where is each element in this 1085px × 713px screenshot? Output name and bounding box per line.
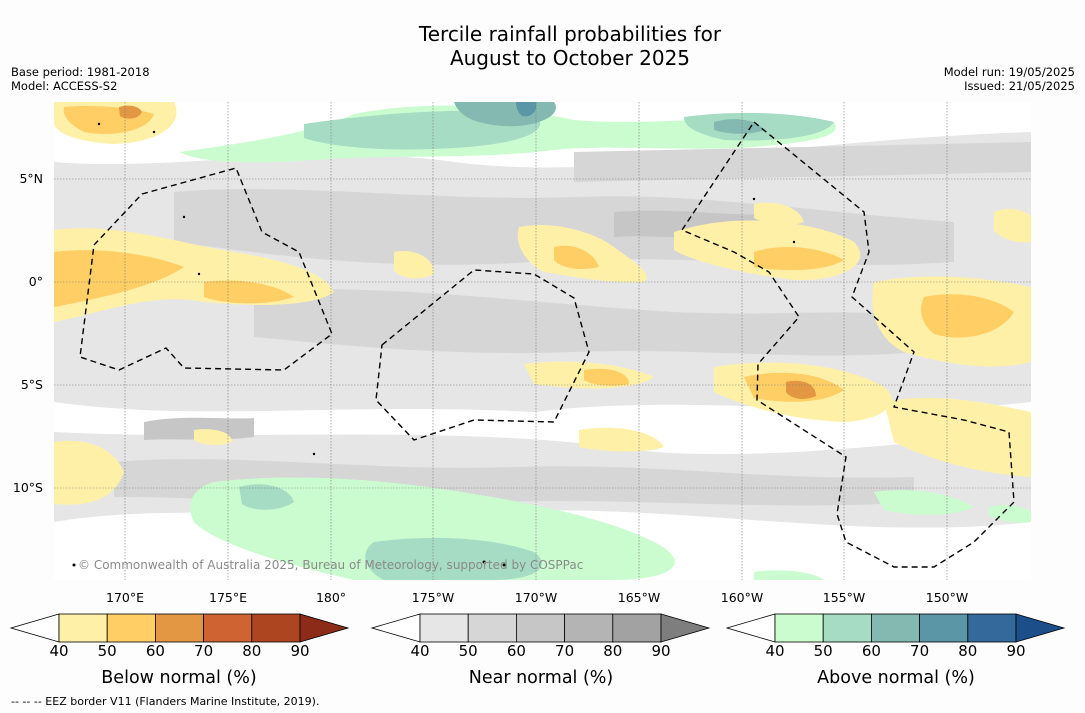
model-name: Model: ACCESS-S2 — [11, 79, 118, 93]
copyright-credit: © Commonwealth of Australia 2025, Bureau… — [78, 558, 584, 572]
lon-label-165w: 165°W — [617, 590, 661, 605]
near-normal-tick-label: 50 — [458, 642, 478, 660]
near-normal-segment — [660, 613, 711, 643]
lon-label-175w: 175°W — [411, 590, 455, 605]
meta-right: Model run: 19/05/2025 Issued: 21/05/2025 — [944, 65, 1075, 93]
below-normal-tick-label: 80 — [242, 642, 262, 660]
above-normal-tick-label: 70 — [910, 642, 930, 660]
map-svg — [54, 102, 1031, 580]
lon-label-180: 180° — [315, 590, 347, 605]
lat-label-10s: 10°S — [12, 480, 43, 495]
above-normal-tick-label: 40 — [765, 642, 785, 660]
near-normal-segment — [516, 613, 566, 643]
lon-label-170w: 170°W — [514, 590, 558, 605]
below-normal-segment — [154, 613, 204, 643]
near-normal-tick-label: 60 — [506, 642, 526, 660]
near-normal-segment — [564, 613, 614, 643]
near-normal-colorbar — [370, 613, 711, 643]
below-normal-tick-label: 90 — [290, 642, 310, 660]
above-normal-tick-label: 80 — [958, 642, 978, 660]
title-line-1: Tercile rainfall probabilities for — [418, 22, 722, 46]
above-normal-segment — [822, 613, 872, 643]
below-normal-segment — [203, 613, 253, 643]
near-normal-segment — [612, 613, 662, 643]
above-normal-segment — [871, 613, 921, 643]
below-normal-tick-label: 50 — [97, 642, 117, 660]
above-normal-lower-extend — [725, 613, 776, 643]
base-period: Base period: 1981-2018 — [11, 65, 150, 79]
below-normal-tick-label: 60 — [145, 642, 165, 660]
map-title: Tercile rainfall probabilities for Augus… — [0, 22, 1085, 70]
below-normal-tick-label: 40 — [49, 642, 69, 660]
near-normal-title: Near normal (%) — [468, 668, 614, 688]
above-normal-colorbar — [725, 613, 1066, 643]
lat-label-0: 0° — [28, 274, 43, 289]
below-normal-segment — [251, 613, 301, 643]
above-normal-segment — [1015, 613, 1066, 643]
below-normal-colorbar — [9, 613, 350, 643]
colorbars-svg — [9, 613, 1066, 643]
lon-label-155w: 155°W — [822, 590, 866, 605]
map-panel — [54, 102, 1031, 580]
title-line-2: August to October 2025 — [449, 46, 691, 70]
lon-label-175e: 175°E — [208, 590, 248, 605]
meta-left: Base period: 1981-2018 Model: ACCESS-S2 — [11, 65, 150, 93]
above-normal-segment — [967, 613, 1017, 643]
above-normal-tick-label: 60 — [861, 642, 881, 660]
lon-label-160w: 160°W — [720, 590, 764, 605]
near-normal-tick-label: 40 — [410, 642, 430, 660]
near-normal-segment — [467, 613, 517, 643]
below-normal-lower-extend — [9, 613, 60, 643]
above-normal-segment — [774, 613, 824, 643]
above-normal-areas — [179, 102, 1031, 580]
eez-legend-note: -- -- -- EEZ border V11 (Flanders Marine… — [11, 695, 320, 708]
below-normal-segment — [299, 613, 350, 643]
below-normal-tick-label: 70 — [194, 642, 214, 660]
islands — [72, 122, 796, 567]
lon-label-150w: 150°W — [925, 590, 969, 605]
above-normal-title: Above normal (%) — [817, 668, 975, 688]
below-normal-title: Below normal (%) — [101, 668, 257, 688]
lat-label-5s: 5°S — [20, 377, 43, 392]
near-normal-tick-label: 80 — [603, 642, 623, 660]
below-normal-areas — [54, 102, 1031, 505]
lat-label-5n: 5°N — [19, 171, 43, 186]
lon-label-170e: 170°E — [105, 590, 145, 605]
near-normal-tick-label: 90 — [651, 642, 671, 660]
below-normal-segment — [58, 613, 108, 643]
graticule — [54, 102, 1031, 580]
model-run: Model run: 19/05/2025 — [943, 65, 1075, 79]
above-normal-segment — [919, 613, 969, 643]
near-normal-segment — [419, 613, 469, 643]
near-normal-lower-extend — [370, 613, 421, 643]
above-normal-tick-label: 50 — [813, 642, 833, 660]
eez-borders — [79, 120, 1015, 568]
above-normal-tick-label: 90 — [1006, 642, 1026, 660]
near-normal-tick-label: 70 — [555, 642, 575, 660]
issued-date: Issued: 21/05/2025 — [964, 79, 1075, 93]
below-normal-segment — [106, 613, 156, 643]
